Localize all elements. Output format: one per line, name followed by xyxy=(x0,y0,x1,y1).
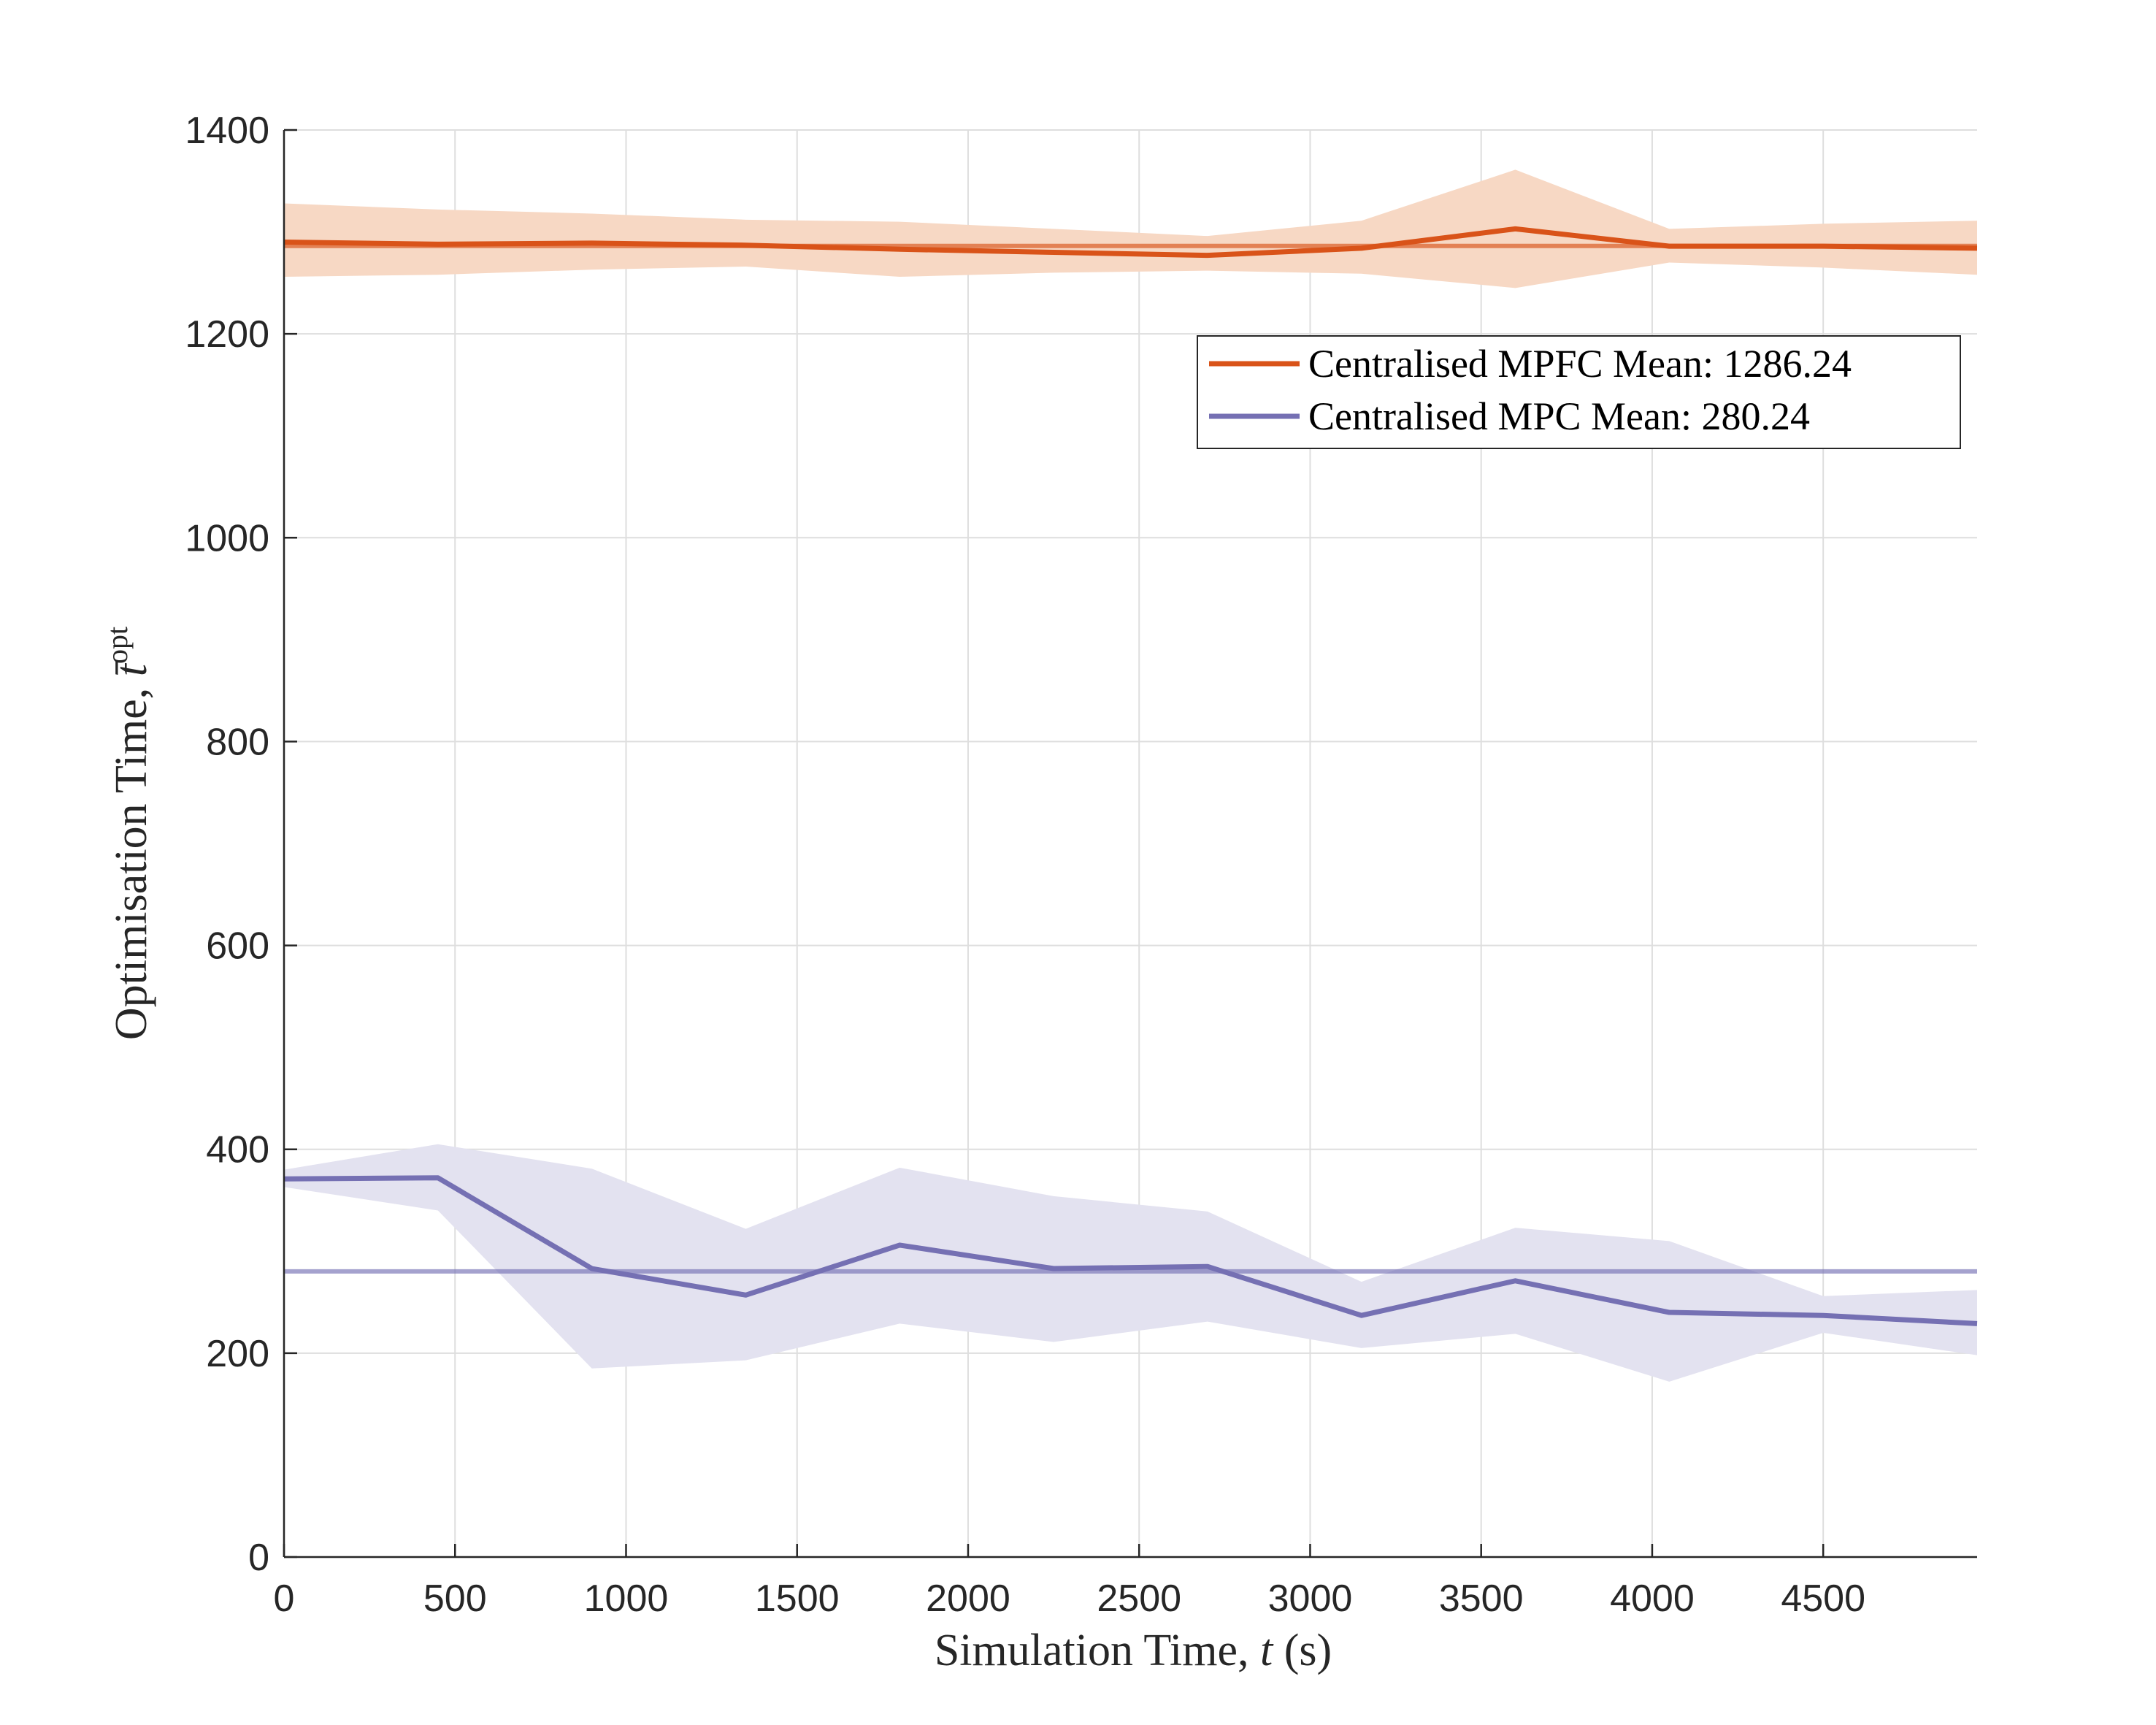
y-tick-label: 0 xyxy=(248,1537,269,1579)
x-tick-label: 3500 xyxy=(1439,1577,1524,1620)
legend: Centralised MPFC Mean: 1286.24 Centralis… xyxy=(1197,335,1961,449)
y-tick-label: 400 xyxy=(206,1129,269,1171)
x-tick-labels: 0 500 1000 1500 2000 2500 3000 3500 4000 4500 xyxy=(274,1577,1865,1620)
x-axis-label: Simulation Time, t (s) xyxy=(935,1626,1332,1675)
x-tick-label: 0 xyxy=(274,1577,295,1620)
axes xyxy=(283,129,1977,1558)
x-tick-label: 2000 xyxy=(926,1577,1010,1620)
x-tick-label: 2500 xyxy=(1097,1577,1181,1620)
y-tick-label: 800 xyxy=(206,721,269,763)
x-tick-label: 4000 xyxy=(1610,1577,1695,1620)
series-line-0 xyxy=(283,226,1978,259)
confidence-band-1 xyxy=(284,1144,1977,1382)
y-tick-label: 1200 xyxy=(185,313,269,356)
x-tick-label: 3000 xyxy=(1268,1577,1353,1620)
y-tick-labels: 0 200 400 600 800 1000 1200 1400 xyxy=(185,110,269,1579)
x-tick-label: 4500 xyxy=(1781,1577,1865,1620)
y-tick-label: 200 xyxy=(206,1333,269,1375)
y-tick-label: 1400 xyxy=(185,110,269,152)
y-axis-label: Optimisation Time, t̄opt xyxy=(101,627,156,1040)
confidence-band-0 xyxy=(284,169,1977,288)
confidence-bands xyxy=(284,169,1977,1382)
series-lines xyxy=(283,226,1978,1326)
x-tick-label: 500 xyxy=(423,1577,487,1620)
x-tick-label: 1500 xyxy=(755,1577,840,1620)
series-line-1 xyxy=(283,1175,1978,1326)
legend-box xyxy=(1197,335,1961,449)
x-tick-label: 1000 xyxy=(584,1577,669,1620)
legend-label-mpfc: Centralised MPFC Mean: 1286.24 xyxy=(1308,342,1852,386)
legend-label-mpc: Centralised MPC Mean: 280.24 xyxy=(1308,394,1810,438)
y-tick-label: 1000 xyxy=(185,517,269,559)
y-tick-label: 600 xyxy=(206,925,269,968)
